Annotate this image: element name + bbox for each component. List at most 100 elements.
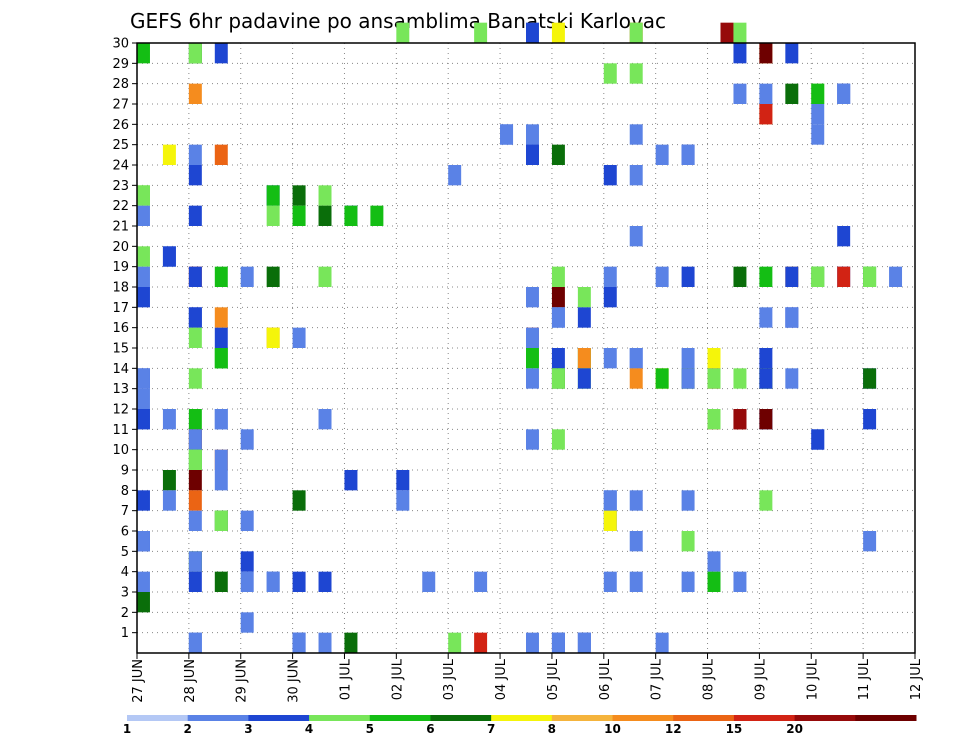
y-tick-label: 4 [121, 565, 129, 580]
data-cell [837, 226, 851, 247]
y-tick-label: 22 [112, 199, 129, 214]
x-tick-label: 11 JUL [857, 658, 872, 700]
data-cell [214, 327, 228, 348]
y-tick-label: 30 [112, 37, 129, 52]
y-tick-label: 2 [121, 606, 129, 621]
legend-swatch [127, 715, 189, 721]
data-cell [188, 429, 202, 450]
data-cell [707, 348, 721, 369]
data-cell [188, 205, 202, 226]
x-tick-labels: 27 JUN 28 JUN 29 JUN 30 JUN 01 JUL 02 JUL 03 J… [131, 653, 924, 703]
y-tick-label: 27 [112, 98, 129, 113]
data-cell [759, 266, 773, 287]
data-cell [551, 266, 565, 287]
legend-label: 1 [123, 722, 131, 736]
y-tick-label: 3 [121, 586, 129, 601]
data-cell [137, 388, 150, 409]
data-cell [785, 307, 799, 328]
y-tick-label: 23 [112, 179, 129, 194]
data-cell [318, 205, 332, 226]
y-tick-label: 24 [112, 159, 129, 174]
y-tick-label: 12 [112, 403, 129, 418]
data-cell [720, 22, 734, 43]
data-cell [137, 185, 150, 206]
legend-label: 8 [548, 722, 556, 736]
data-cell [681, 368, 695, 389]
data-cell [318, 185, 332, 206]
data-cell [629, 348, 643, 369]
data-cell [500, 124, 514, 145]
legend-swatch [491, 715, 553, 721]
data-cell [629, 63, 643, 84]
data-cell [188, 165, 202, 186]
data-cells [137, 22, 903, 653]
legend-swatch [612, 715, 674, 721]
data-cell [707, 368, 721, 389]
data-cell [526, 22, 539, 43]
data-cell [707, 571, 721, 592]
data-cell [137, 368, 150, 389]
x-tick-label: 07 JUL [650, 658, 665, 700]
data-cell [162, 470, 176, 491]
data-cell [733, 43, 747, 64]
data-cell [681, 348, 695, 369]
data-cell [266, 266, 280, 287]
data-cell [681, 571, 695, 592]
data-cell [681, 266, 695, 287]
data-cell [863, 409, 877, 430]
data-cell [759, 104, 773, 125]
data-cell [759, 83, 773, 104]
data-cell [629, 368, 643, 389]
data-cell [137, 531, 150, 552]
data-cell [837, 83, 851, 104]
data-cell [759, 43, 773, 64]
x-tick-label: 27 JUN [131, 659, 146, 703]
legend-label: 7 [487, 722, 495, 736]
y-tick-label: 28 [112, 77, 129, 92]
legend-swatch [248, 715, 310, 721]
data-cell [474, 571, 488, 592]
data-cell [137, 592, 150, 613]
legend-label: 20 [786, 722, 803, 736]
data-cell [214, 348, 228, 369]
data-cell [396, 490, 410, 511]
data-cell [733, 368, 747, 389]
data-cell [137, 246, 150, 267]
data-cell [526, 632, 539, 653]
data-cell [162, 144, 176, 165]
legend-swatch [733, 715, 796, 721]
data-cell [551, 287, 565, 308]
data-cell [188, 632, 202, 653]
data-cell [837, 266, 851, 287]
data-cell [759, 368, 773, 389]
data-cell [681, 531, 695, 552]
data-cell [603, 490, 617, 511]
data-cell [448, 632, 462, 653]
data-cell [551, 429, 565, 450]
y-tick-label: 9 [121, 464, 129, 479]
data-cell [863, 531, 877, 552]
data-cell [603, 63, 617, 84]
legend-label: 2 [184, 722, 192, 736]
data-cell [526, 124, 539, 145]
data-cell [733, 83, 747, 104]
y-tick-label: 7 [121, 504, 129, 519]
legend-swatch [855, 715, 917, 721]
data-cell [188, 307, 202, 328]
x-tick-label: 09 JUL [753, 658, 768, 700]
data-cell [214, 470, 228, 491]
data-cell [162, 246, 176, 267]
data-cell [811, 429, 825, 450]
data-cell [785, 266, 799, 287]
y-tick-label: 17 [112, 301, 129, 316]
legend-label: 15 [726, 722, 743, 736]
data-cell [474, 22, 488, 43]
data-cell [811, 83, 825, 104]
y-tick-label: 8 [121, 484, 129, 499]
data-cell [759, 490, 773, 511]
data-cell [266, 327, 280, 348]
x-tick-label: 04 JUL [494, 658, 509, 700]
x-tick-label: 28 JUN [183, 659, 198, 703]
data-cell [214, 510, 228, 531]
